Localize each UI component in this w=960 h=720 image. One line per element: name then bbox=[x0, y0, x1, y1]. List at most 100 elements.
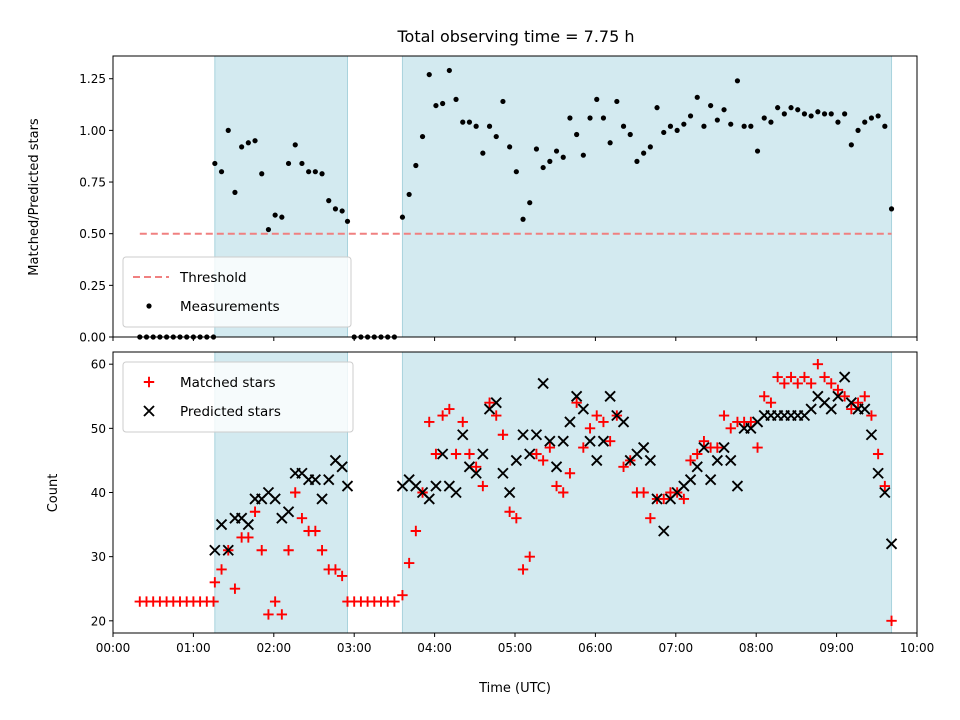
data-point bbox=[444, 403, 455, 415]
data-point bbox=[433, 102, 439, 109]
data-point bbox=[694, 94, 700, 100]
data-point bbox=[839, 391, 850, 402]
x-tick-label: 00:00 bbox=[96, 641, 131, 655]
data-point bbox=[795, 107, 801, 113]
data-point bbox=[493, 133, 499, 140]
data-point bbox=[537, 455, 549, 466]
data-point bbox=[846, 403, 857, 415]
data-point bbox=[517, 429, 529, 441]
data-point bbox=[550, 461, 563, 473]
data-point bbox=[647, 144, 653, 150]
data-point bbox=[332, 206, 339, 212]
data-point bbox=[212, 160, 218, 167]
bottom-y-axis-label: Count bbox=[46, 474, 61, 513]
data-point bbox=[754, 148, 761, 154]
data-point bbox=[540, 164, 546, 171]
data-point bbox=[765, 397, 777, 408]
data-point bbox=[859, 403, 871, 415]
data-point bbox=[617, 416, 630, 428]
data-point bbox=[741, 123, 747, 129]
data-point bbox=[511, 512, 522, 524]
data-point bbox=[513, 169, 519, 175]
data-point bbox=[232, 189, 238, 195]
data-point bbox=[687, 113, 694, 119]
data-point bbox=[859, 391, 870, 402]
data-point bbox=[614, 98, 620, 105]
data-point bbox=[678, 493, 690, 505]
data-point bbox=[276, 609, 288, 620]
data-point bbox=[801, 111, 808, 117]
data-point bbox=[437, 410, 448, 421]
x-tick-label: 04:00 bbox=[417, 641, 452, 655]
legend-marker-swatch bbox=[143, 405, 155, 417]
data-point bbox=[389, 596, 400, 607]
data-point bbox=[560, 154, 566, 160]
x-tick-label: 05:00 bbox=[498, 641, 533, 655]
data-point bbox=[269, 596, 281, 607]
data-point bbox=[430, 448, 442, 460]
x-tick-label: 01:00 bbox=[176, 641, 211, 655]
data-point bbox=[868, 115, 875, 121]
data-point bbox=[259, 171, 265, 177]
data-point bbox=[772, 371, 783, 383]
data-point bbox=[721, 107, 727, 113]
data-point bbox=[832, 390, 844, 402]
legend-marker-swatch bbox=[146, 303, 152, 309]
x-tick-label: 02:00 bbox=[257, 641, 292, 655]
data-point bbox=[658, 493, 669, 505]
data-point bbox=[209, 544, 221, 556]
data-point bbox=[838, 371, 851, 383]
data-point bbox=[558, 487, 569, 498]
data-point bbox=[826, 378, 837, 389]
data-point bbox=[222, 544, 234, 556]
data-point bbox=[704, 473, 717, 486]
data-point bbox=[731, 480, 744, 492]
data-point bbox=[819, 371, 830, 383]
data-point bbox=[734, 78, 741, 84]
data-point bbox=[527, 200, 533, 206]
data-point bbox=[282, 506, 295, 518]
data-point bbox=[698, 435, 710, 447]
data-point bbox=[310, 525, 321, 537]
data-point bbox=[808, 113, 814, 119]
data-point bbox=[725, 454, 737, 467]
data-point bbox=[604, 435, 616, 447]
data-point bbox=[497, 467, 509, 479]
data-point bbox=[551, 480, 562, 492]
data-point bbox=[486, 123, 493, 129]
legend-label: Predicted stars bbox=[180, 404, 281, 420]
data-point bbox=[225, 127, 231, 133]
data-point bbox=[828, 111, 834, 117]
data-point bbox=[249, 506, 261, 517]
data-point bbox=[691, 461, 703, 473]
data-point bbox=[403, 557, 415, 569]
legend-box bbox=[122, 361, 354, 433]
data-point bbox=[218, 169, 225, 175]
data-point bbox=[761, 115, 767, 121]
data-point bbox=[544, 442, 556, 453]
data-point bbox=[598, 416, 609, 428]
data-point bbox=[229, 583, 241, 594]
data-point bbox=[888, 206, 895, 212]
data-point bbox=[209, 577, 221, 588]
data-point bbox=[424, 416, 435, 428]
data-point bbox=[336, 461, 348, 473]
data-point bbox=[530, 429, 543, 441]
data-point bbox=[574, 131, 580, 138]
y-tick-label: 60 bbox=[91, 358, 106, 372]
data-point bbox=[239, 144, 245, 150]
data-point bbox=[667, 123, 674, 129]
data-point bbox=[477, 480, 489, 492]
data-point bbox=[600, 115, 607, 121]
data-point bbox=[464, 448, 475, 460]
data-point bbox=[564, 468, 576, 479]
legend-box bbox=[122, 256, 352, 328]
data-point bbox=[627, 131, 633, 138]
data-point bbox=[299, 160, 305, 167]
data-point bbox=[866, 410, 877, 421]
legend-label: Measurements bbox=[180, 299, 280, 315]
data-point bbox=[692, 448, 703, 460]
data-point bbox=[712, 442, 723, 453]
data-point bbox=[533, 146, 540, 152]
data-point bbox=[821, 111, 828, 117]
